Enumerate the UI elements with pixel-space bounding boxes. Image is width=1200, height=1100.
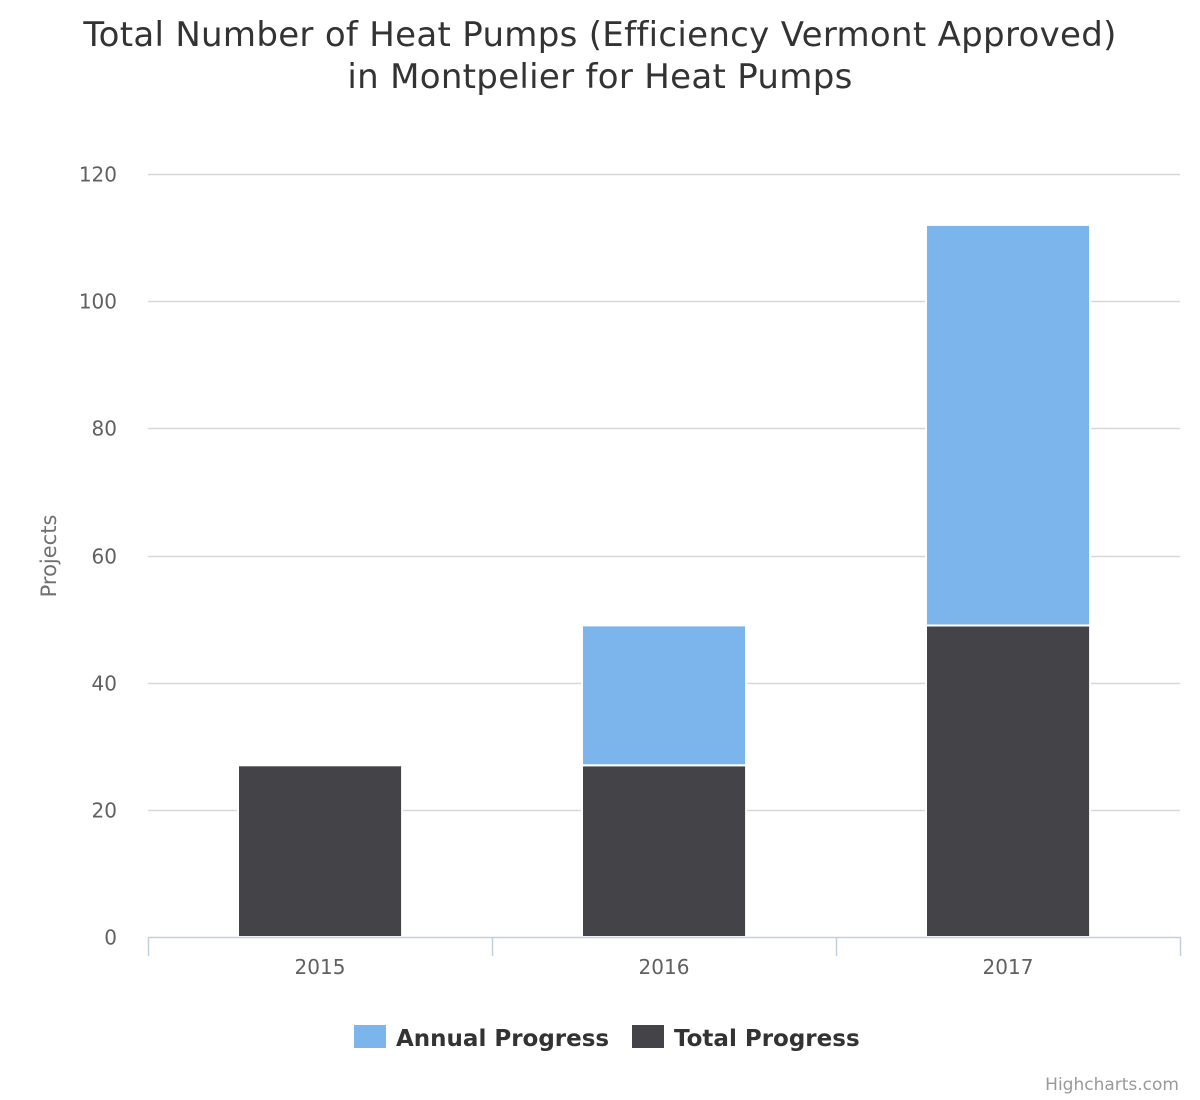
legend: Annual Progress Total Progress [354,1025,860,1052]
legend-swatch [632,1025,664,1048]
x-tick-label: 2015 [295,955,346,979]
x-tick-label: 2016 [639,955,690,979]
y-tick-label: 0 [104,926,117,950]
bar-total-progress-2017[interactable] [925,624,1092,939]
y-tick-label: 60 [92,545,117,569]
legend-label: Total Progress [674,1026,860,1052]
bar-total-progress-2016[interactable] [581,764,748,938]
chart-title: Total Number of Heat Pumps (Efficiency V… [0,14,1200,98]
x-axis-ticks: 2015 2016 2017 [295,955,1034,979]
y-axis-title: Projects [37,515,61,598]
y-tick-label: 40 [92,672,117,696]
legend-item-total-progress[interactable]: Total Progress [632,1025,860,1052]
credits-label[interactable]: Highcharts.com [1045,1075,1179,1095]
bar-total-progress-2015[interactable] [237,764,404,938]
x-tick-label: 2017 [983,955,1034,979]
legend-swatch [354,1025,386,1048]
y-tick-label: 20 [92,799,117,823]
y-axis-ticks: 0 20 40 60 80 100 120 [79,163,117,950]
legend-label: Annual Progress [396,1026,609,1052]
x-axis [147,936,1182,956]
legend-item-annual-progress[interactable]: Annual Progress [354,1025,609,1052]
y-tick-label: 100 [79,290,117,314]
y-tick-label: 120 [79,163,117,187]
bar-annual-progress-2016[interactable] [581,624,748,767]
bars [237,223,1092,939]
bar-annual-progress-2017[interactable] [925,223,1092,627]
y-tick-label: 80 [92,417,117,441]
chart-title-line-2: in Montpelier for Heat Pumps [347,57,853,97]
chart-title-line-1: Total Number of Heat Pumps (Efficiency V… [83,15,1117,55]
